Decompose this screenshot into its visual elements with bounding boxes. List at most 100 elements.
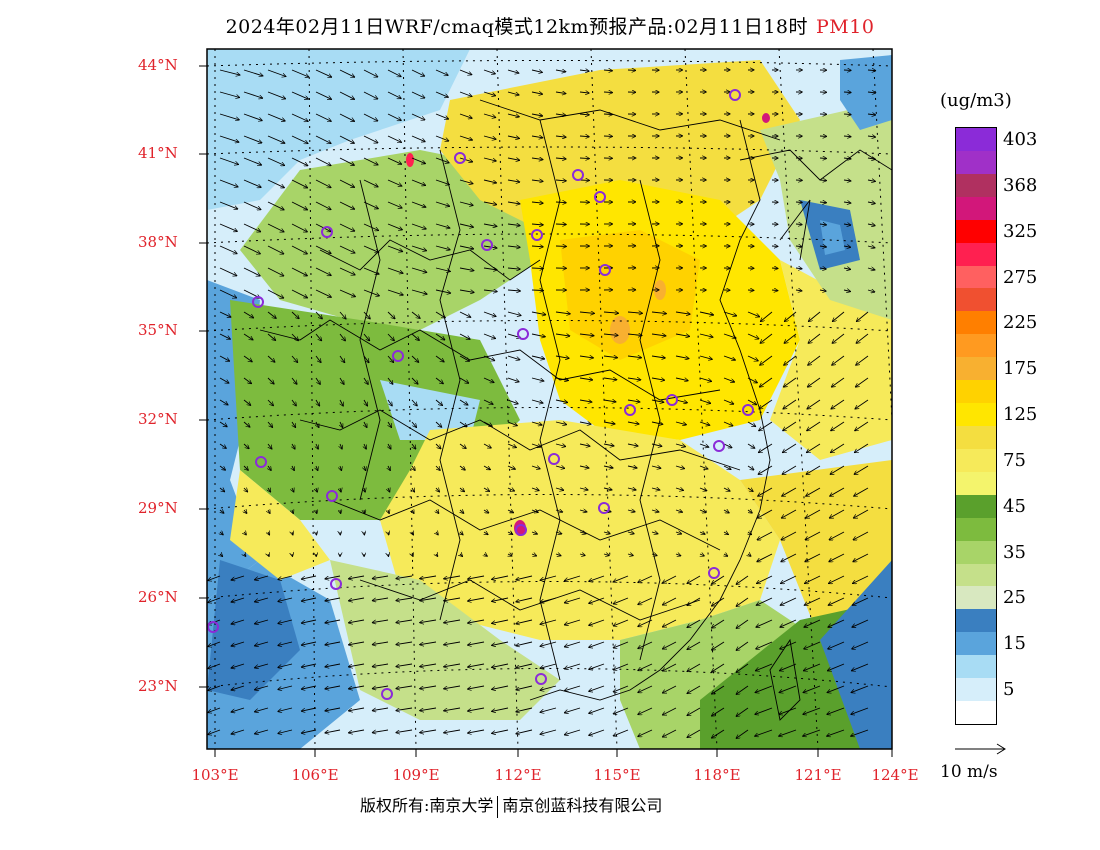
wind-arrow	[372, 619, 389, 623]
wind-arrow	[854, 487, 869, 496]
wind-arrow	[420, 663, 437, 667]
city-marker	[255, 456, 267, 468]
wind-arrow	[531, 510, 538, 512]
wind-arrow	[507, 488, 515, 491]
wind-arrow	[736, 619, 749, 628]
wind-arrow	[315, 157, 331, 166]
wind-arrow	[782, 465, 797, 474]
wind-arrow	[219, 333, 230, 339]
credit-separator	[497, 795, 499, 818]
wind-arrow	[855, 421, 869, 431]
wind-arrow	[831, 421, 845, 431]
wind-arrow	[291, 113, 308, 121]
wind-arrow	[687, 707, 701, 716]
wind-arrow	[411, 245, 427, 251]
wind-arrow	[255, 685, 269, 690]
wind-arrow	[243, 245, 260, 254]
wind-arrow	[468, 729, 485, 733]
wind-arrow	[736, 685, 749, 694]
wind-arrow	[219, 69, 240, 75]
legend-swatch	[956, 128, 996, 151]
wind-arrow	[507, 268, 520, 269]
title-text: 2024年02月11日WRF/cmaq模式12km预报产品:02月11日18时	[225, 16, 808, 38]
wind-arrow	[459, 421, 467, 427]
wind-arrow	[747, 421, 756, 427]
wind-arrow	[758, 465, 773, 474]
color-legend	[955, 127, 997, 725]
wind-arrow	[781, 553, 797, 562]
wind-arrow	[339, 69, 355, 77]
legend-swatch	[956, 517, 996, 541]
lon-label: 115°E	[593, 766, 641, 784]
wind-arrow	[555, 378, 568, 381]
credit-right: 南京创蓝科技有限公司	[502, 796, 663, 815]
legend-swatch	[956, 403, 996, 426]
wind-arrow	[243, 69, 263, 76]
wind-arrow	[579, 70, 589, 71]
wind-arrow	[747, 311, 760, 317]
wind-arrow	[387, 355, 394, 363]
wind-arrow	[784, 333, 797, 343]
wind-arrow	[459, 311, 471, 317]
city-marker	[572, 169, 584, 181]
wind-arrow	[819, 246, 826, 247]
wind-arrow	[388, 465, 390, 471]
wind-arrow	[755, 707, 773, 714]
wind-arrow	[627, 488, 636, 490]
wind-arrow	[756, 641, 773, 649]
legend-label: 45	[1003, 495, 1026, 517]
wind-arrow	[627, 466, 637, 468]
wind-arrow	[843, 202, 851, 203]
wind-arrow	[411, 267, 427, 272]
wind-arrow	[603, 312, 619, 313]
wind-arrow	[219, 223, 237, 231]
wind-arrow	[483, 157, 496, 161]
wind-arrow	[854, 443, 869, 453]
wind-arrow	[555, 224, 566, 225]
wind-arrow	[460, 554, 463, 556]
wind-arrow	[723, 488, 730, 491]
wind-arrow	[843, 180, 851, 181]
wind-arrow	[603, 70, 612, 71]
wind-arrow	[555, 466, 565, 468]
wind-arrow	[364, 488, 365, 492]
wind-arrow	[843, 158, 851, 159]
city-marker	[517, 328, 529, 340]
wind-arrow	[231, 641, 245, 646]
wind-arrow	[219, 201, 238, 209]
wind-arrow	[531, 136, 543, 138]
wind-arrow	[411, 355, 419, 362]
wind-arrow	[603, 356, 618, 358]
wind-arrow	[278, 641, 293, 646]
wind-arrow	[516, 597, 533, 602]
wind-arrow	[459, 267, 474, 271]
wind-arrow	[757, 509, 773, 518]
wind-arrow	[613, 685, 629, 692]
wind-arrow	[492, 707, 509, 711]
wind-arrow	[579, 312, 595, 313]
wind-arrow	[325, 729, 341, 733]
wind-arrow	[699, 333, 713, 337]
wind-arrow	[699, 399, 711, 403]
lon-label: 124°E	[871, 766, 919, 784]
wind-arrow	[579, 488, 588, 490]
wind-arrow	[687, 597, 701, 606]
wind-arrow	[781, 575, 797, 584]
wind-arrow	[806, 443, 821, 453]
wind-arrow	[291, 245, 307, 254]
wind-arrow	[531, 290, 543, 291]
wind-arrow	[784, 355, 797, 365]
wind-arrow	[219, 421, 227, 427]
wind-arrow	[712, 707, 725, 716]
wind-arrow	[638, 575, 653, 583]
wind-arrow	[819, 290, 826, 291]
map-title: 2024年02月11日WRF/cmaq模式12km预报产品:02月11日18时 P…	[0, 12, 1100, 39]
wind-arrow	[349, 663, 365, 667]
wind-arrow	[854, 465, 869, 474]
wind-arrow	[540, 729, 557, 734]
wind-arrow	[459, 113, 472, 118]
wind-arrow	[387, 113, 401, 121]
wind-arrow	[267, 355, 275, 362]
wind-arrow	[867, 246, 875, 248]
wind-arrow	[851, 663, 869, 671]
